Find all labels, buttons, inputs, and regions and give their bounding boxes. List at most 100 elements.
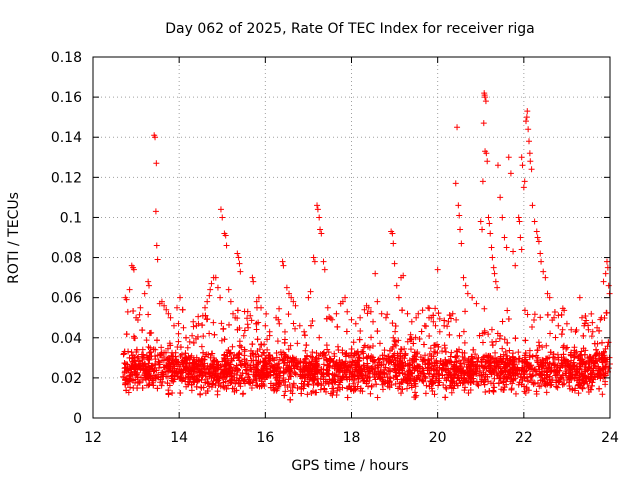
data-point: [146, 349, 153, 356]
data-point: [395, 294, 402, 301]
data-point: [367, 390, 374, 397]
data-point: [368, 382, 375, 389]
data-point: [352, 320, 359, 327]
data-point: [360, 362, 367, 369]
data-point: [405, 380, 412, 387]
data-point: [186, 362, 193, 369]
data-point: [303, 352, 310, 359]
data-point: [279, 258, 286, 265]
data-point: [224, 353, 231, 360]
data-point: [444, 323, 451, 330]
data-point: [257, 372, 264, 379]
data-point: [489, 254, 496, 261]
data-point: [548, 381, 555, 388]
data-point: [465, 365, 472, 372]
data-point: [442, 384, 449, 391]
data-point: [241, 327, 248, 334]
data-point: [317, 375, 324, 382]
data-point: [165, 391, 172, 398]
data-point: [397, 390, 404, 397]
data-point: [391, 260, 398, 267]
data-point: [158, 382, 165, 389]
data-point: [169, 357, 176, 364]
data-point: [199, 355, 206, 362]
data-point: [473, 370, 480, 377]
data-point: [245, 324, 252, 331]
data-point: [130, 384, 137, 391]
data-point: [492, 349, 499, 356]
data-point: [198, 343, 205, 350]
data-point: [229, 385, 236, 392]
data-point: [303, 342, 310, 349]
data-point: [605, 365, 612, 372]
data-point: [602, 378, 609, 385]
data-point: [291, 369, 298, 376]
data-point: [512, 335, 519, 342]
data-point: [262, 355, 269, 362]
data-point: [154, 256, 161, 263]
data-point: [424, 367, 431, 374]
data-point: [559, 326, 566, 333]
data-point: [490, 380, 497, 387]
data-point: [307, 374, 314, 381]
data-point: [121, 369, 128, 376]
data-point: [198, 359, 205, 366]
data-point: [370, 318, 377, 325]
data-point: [546, 354, 553, 361]
data-point: [442, 394, 449, 401]
data-point: [233, 362, 240, 369]
data-point: [364, 375, 371, 382]
data-point: [253, 298, 260, 305]
data-point: [324, 370, 331, 377]
data-point: [347, 368, 354, 375]
data-point: [282, 379, 289, 386]
data-point: [558, 331, 565, 338]
data-point: [345, 352, 352, 359]
y-tick-label: 0.06: [51, 291, 82, 307]
data-point: [378, 361, 385, 368]
data-point: [392, 372, 399, 379]
data-point: [441, 317, 448, 324]
data-point: [321, 385, 328, 392]
data-point: [214, 391, 221, 398]
data-point: [419, 307, 426, 314]
data-point: [516, 218, 523, 225]
data-point: [544, 290, 551, 297]
data-point: [266, 360, 273, 367]
data-point: [245, 371, 252, 378]
data-point: [509, 353, 516, 360]
data-point: [459, 353, 466, 360]
data-point: [458, 368, 465, 375]
data-point: [214, 284, 221, 291]
data-point: [188, 387, 195, 394]
data-point: [294, 384, 301, 391]
data-point: [542, 274, 549, 281]
data-point: [386, 347, 393, 354]
data-point: [345, 364, 352, 371]
x-tick-label: 16: [256, 430, 274, 446]
data-point: [270, 384, 277, 391]
data-point: [443, 385, 450, 392]
data-point: [487, 230, 494, 237]
data-point: [302, 347, 309, 354]
data-point: [175, 330, 182, 337]
data-point: [204, 298, 211, 305]
data-point: [420, 378, 427, 385]
data-point: [254, 382, 261, 389]
data-point: [529, 202, 536, 209]
data-point: [428, 385, 435, 392]
data-point: [314, 202, 321, 209]
data-point: [263, 361, 270, 368]
data-point: [173, 368, 180, 375]
data-point: [374, 328, 381, 335]
data-point: [546, 294, 553, 301]
data-point: [134, 379, 141, 386]
data-point: [561, 307, 568, 314]
data-point: [551, 309, 558, 316]
data-point: [189, 374, 196, 381]
data-point: [155, 364, 162, 371]
data-point: [338, 359, 345, 366]
data-point: [550, 314, 557, 321]
data-point: [347, 386, 354, 393]
data-point: [316, 214, 323, 221]
